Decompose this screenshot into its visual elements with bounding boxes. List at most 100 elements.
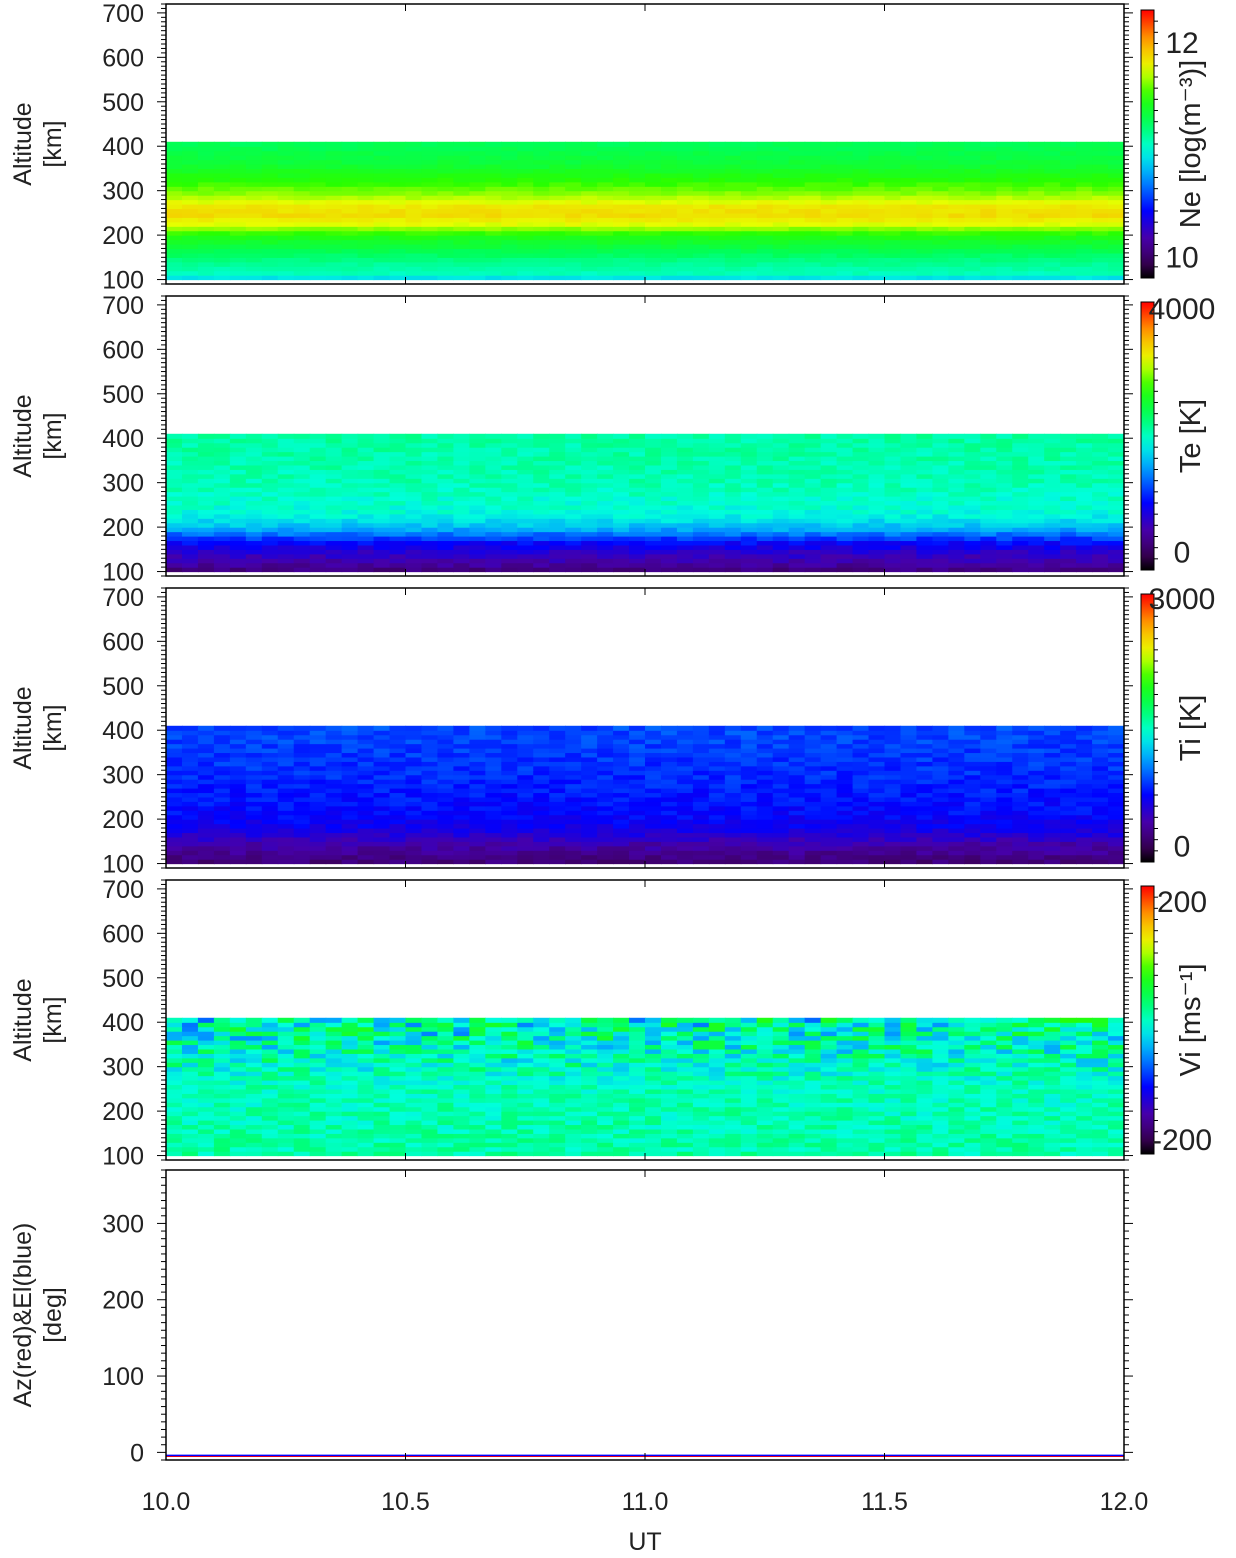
ne-cell [213, 244, 231, 250]
te-cell [597, 447, 614, 453]
te-cell [724, 540, 742, 546]
ne-cell [166, 150, 183, 156]
ne-cell [900, 190, 918, 196]
te-cell [197, 504, 215, 510]
ne-cell [676, 230, 694, 236]
te-cell [645, 464, 662, 470]
ne-cell [613, 199, 630, 205]
ti-cell [724, 801, 742, 807]
ne-cell [916, 239, 933, 245]
ti-cell [836, 850, 854, 856]
te-cell [533, 433, 550, 439]
te-cell [772, 442, 790, 448]
te-cell [645, 447, 662, 453]
te-cell [996, 469, 1013, 475]
te-cell [948, 433, 965, 439]
ne-cell [756, 226, 774, 232]
te-cell [581, 451, 598, 457]
ti-cell [660, 819, 678, 825]
ti-cell [1076, 823, 1093, 829]
te-cell [1108, 473, 1125, 479]
ti-cell [884, 850, 902, 856]
ne-cell [820, 181, 838, 187]
ne-cell [676, 212, 694, 218]
te-cell [676, 504, 694, 510]
ne-cell [181, 181, 199, 187]
ti-cell [293, 836, 311, 842]
ti-cell [852, 805, 870, 811]
ne-cell [197, 141, 215, 147]
te-cell [341, 504, 359, 510]
ti-cell [565, 832, 582, 838]
te-cell [1028, 562, 1045, 568]
ne-cell [756, 266, 774, 272]
ti-cell [964, 805, 981, 811]
te-cell [996, 478, 1013, 484]
ti-cell [1076, 836, 1093, 842]
ne-cell [1044, 252, 1061, 258]
te-cell [309, 451, 327, 457]
ne-cell [660, 204, 678, 210]
te-cell [676, 567, 694, 573]
te-cell [868, 460, 886, 466]
te-cell [740, 518, 758, 524]
ti-cell [756, 854, 774, 860]
te-cell [277, 473, 295, 479]
ne-cell [1028, 199, 1045, 205]
te-cell [724, 531, 742, 537]
ne-cell [389, 235, 407, 241]
ne-cell [245, 244, 263, 250]
ti-cell [501, 819, 518, 825]
ti-cell [645, 854, 662, 860]
ne-cell [597, 195, 614, 201]
te-cell [996, 527, 1013, 533]
te-cell [245, 553, 263, 559]
te-cell [166, 558, 183, 564]
ne-cell [820, 212, 838, 218]
ne-cell [756, 168, 774, 174]
te-cell [916, 464, 933, 470]
ne-cell [421, 270, 439, 276]
ne-cell [1012, 177, 1029, 183]
ne-cell [629, 199, 646, 205]
ti-cell [772, 859, 790, 865]
ne-cell [1028, 150, 1045, 156]
ne-cell [852, 186, 870, 192]
ti-cell [1076, 850, 1093, 856]
ne-cell [820, 195, 838, 201]
ti-cell [788, 854, 806, 860]
ne-cell [1044, 168, 1061, 174]
ne-cell [341, 252, 359, 258]
ti-cell [277, 850, 295, 856]
ne-cell [980, 252, 997, 258]
te-cell [325, 562, 343, 568]
te-cell [293, 558, 311, 564]
ne-cell [613, 244, 630, 250]
te-cell [229, 549, 247, 555]
te-cell [852, 522, 870, 528]
te-cell [868, 482, 886, 488]
ti-cell [708, 819, 726, 825]
ne-cell [1108, 266, 1125, 272]
ti-cell [485, 836, 502, 842]
ne-cell [1060, 195, 1077, 201]
te-cell [341, 451, 359, 457]
ne-cell [501, 226, 518, 232]
ti-cell [533, 845, 550, 851]
te-cell [565, 562, 582, 568]
ne-cell [964, 204, 981, 210]
ne-cell [453, 146, 470, 152]
ne-cell [213, 266, 231, 272]
ti-cell [836, 823, 854, 829]
te-cell [932, 464, 949, 470]
te-cell [245, 544, 263, 550]
ne-cell [676, 266, 694, 272]
te-cell [868, 496, 886, 502]
te-cell [229, 522, 247, 528]
te-cell [485, 509, 502, 515]
ne-cell [405, 195, 423, 201]
te-cell [788, 544, 806, 550]
te-cell [804, 438, 822, 444]
ne-cell [836, 177, 854, 183]
te-cell [932, 456, 949, 462]
